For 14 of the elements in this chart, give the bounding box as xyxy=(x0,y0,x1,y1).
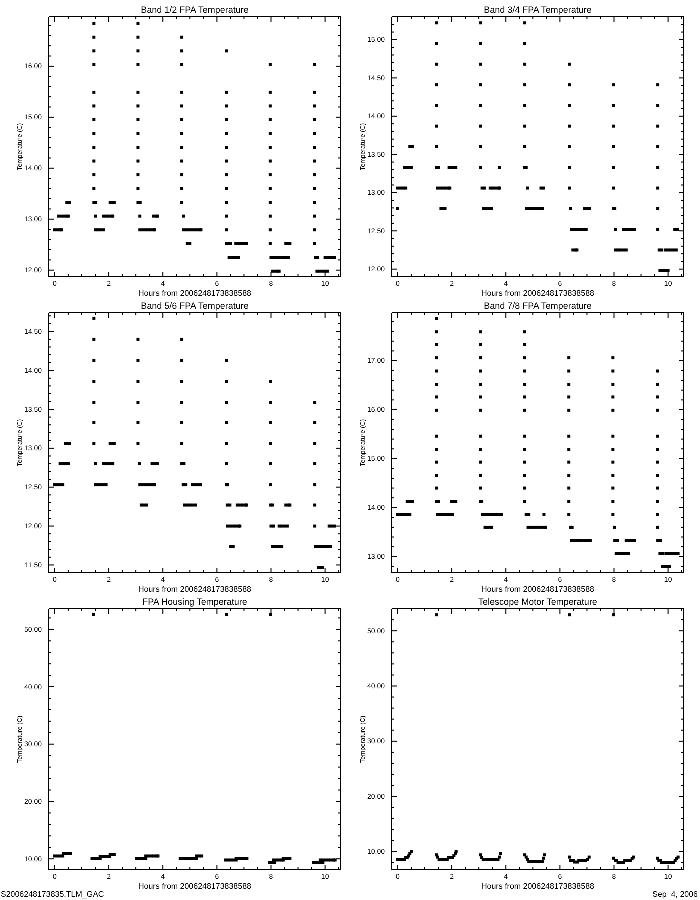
x-axis-title: Hours from 2006248173838588 xyxy=(482,289,596,298)
chart-title: Band 3/4 FPA Temperature xyxy=(484,5,592,15)
x-axis-title: Hours from 2006248173838588 xyxy=(482,882,596,891)
chart-title: Band 5/6 FPA Temperature xyxy=(141,301,249,311)
chart-title: Band 7/8 FPA Temperature xyxy=(484,301,592,311)
text: Sep 4, 2006 xyxy=(652,890,699,899)
x-axis-title: Hours from 2006248173838588 xyxy=(138,882,252,891)
x-axis-title: Hours from 2006248173838588 xyxy=(482,585,596,594)
chart-title: FPA Housing Temperature xyxy=(142,597,248,607)
x-axis-title: Hours from 2006248173838588 xyxy=(138,289,252,298)
chart-title: Band 1/2 FPA Temperature xyxy=(141,5,249,15)
x-axis-title: Hours from 2006248173838588 xyxy=(138,585,252,594)
chart-title: Telescope Motor Temperature xyxy=(478,597,598,607)
text: S2006248173835.TLM_GAC xyxy=(1,890,104,899)
